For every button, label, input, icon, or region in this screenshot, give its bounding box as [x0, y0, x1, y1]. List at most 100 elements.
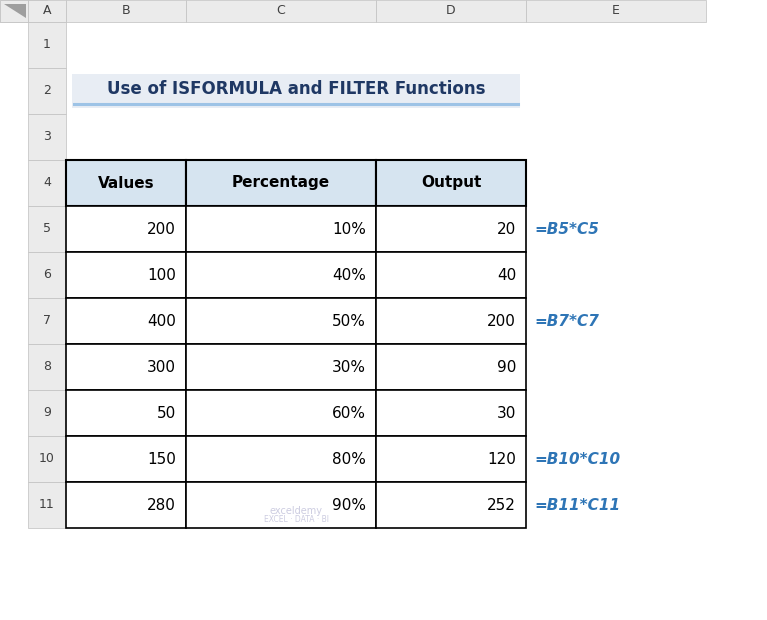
Bar	[66, 160, 186, 206]
Bar	[186, 390, 376, 436]
Text: 400: 400	[147, 314, 176, 329]
Text: EXCEL · DATA · BI: EXCEL · DATA · BI	[264, 515, 328, 524]
Bar	[66, 252, 186, 298]
Bar	[526, 0, 706, 22]
Text: 80%: 80%	[332, 451, 366, 466]
Text: 11: 11	[39, 498, 55, 511]
Text: Use of ISFORMULA and FILTER Functions: Use of ISFORMULA and FILTER Functions	[107, 80, 486, 98]
Text: 90%: 90%	[332, 497, 366, 513]
Bar	[376, 160, 526, 206]
Text: Output: Output	[421, 175, 481, 190]
Bar	[376, 344, 526, 390]
Bar	[186, 344, 376, 390]
Bar	[28, 298, 66, 344]
Bar	[72, 74, 520, 108]
Bar	[376, 252, 526, 298]
Bar	[66, 390, 186, 436]
Text: 7: 7	[43, 314, 51, 327]
Bar	[186, 298, 376, 344]
Bar	[186, 252, 376, 298]
Text: E: E	[612, 4, 620, 17]
Text: 2: 2	[43, 84, 51, 97]
Bar	[66, 298, 706, 344]
Text: =B11*C11: =B11*C11	[534, 497, 621, 513]
Bar	[66, 0, 186, 22]
Bar	[28, 114, 66, 160]
Bar	[66, 482, 186, 528]
Text: 90: 90	[496, 360, 516, 374]
Bar	[376, 390, 526, 436]
Bar	[66, 22, 706, 68]
Bar	[66, 344, 186, 390]
Bar	[28, 0, 66, 22]
Bar	[28, 206, 66, 252]
Text: 200: 200	[147, 221, 176, 236]
Text: 150: 150	[147, 451, 176, 466]
Text: 8: 8	[43, 360, 51, 373]
Text: 120: 120	[487, 451, 516, 466]
Text: 200: 200	[487, 314, 516, 329]
Bar	[186, 206, 376, 252]
Bar	[376, 482, 526, 528]
Text: 20: 20	[497, 221, 516, 236]
Text: 40%: 40%	[332, 267, 366, 283]
Text: =B7*C7: =B7*C7	[534, 314, 599, 329]
Bar	[66, 436, 186, 482]
Bar	[376, 0, 526, 22]
Text: 6: 6	[43, 268, 51, 281]
Bar	[0, 0, 47, 22]
Bar	[66, 206, 706, 252]
Bar	[186, 436, 376, 482]
Text: Percentage: Percentage	[232, 175, 330, 190]
Text: B: B	[122, 4, 130, 17]
Bar	[66, 206, 186, 252]
Text: 50: 50	[156, 405, 176, 420]
Bar	[376, 436, 526, 482]
Text: =B10*C10: =B10*C10	[534, 451, 621, 466]
Bar	[66, 390, 706, 436]
Text: 30: 30	[496, 405, 516, 420]
Text: 4: 4	[43, 177, 51, 190]
Polygon shape	[4, 4, 26, 18]
Text: 10: 10	[39, 453, 55, 466]
Bar	[28, 22, 66, 68]
Bar	[186, 160, 376, 206]
Bar	[376, 206, 526, 252]
Text: D: D	[446, 4, 456, 17]
Bar	[28, 390, 66, 436]
Bar	[66, 114, 706, 160]
Text: 300: 300	[147, 360, 176, 374]
Text: 10%: 10%	[332, 221, 366, 236]
Text: 100: 100	[147, 267, 176, 283]
Text: 280: 280	[147, 497, 176, 513]
Bar	[66, 252, 706, 298]
Text: =B5*C5: =B5*C5	[534, 221, 599, 236]
Text: exceldemy: exceldemy	[269, 505, 322, 515]
Bar	[0, 0, 28, 22]
Text: 9: 9	[43, 407, 51, 420]
Bar	[376, 298, 526, 344]
Bar	[66, 298, 186, 344]
Text: 50%: 50%	[332, 314, 366, 329]
Text: 252: 252	[487, 497, 516, 513]
Bar	[28, 482, 66, 528]
Bar	[66, 68, 706, 114]
Text: A: A	[43, 4, 51, 17]
Text: 60%: 60%	[332, 405, 366, 420]
Bar	[28, 160, 66, 206]
Text: C: C	[277, 4, 285, 17]
Text: Values: Values	[97, 175, 154, 190]
Text: 30%: 30%	[332, 360, 366, 374]
Text: 40: 40	[497, 267, 516, 283]
Bar	[28, 252, 66, 298]
Bar	[66, 160, 706, 206]
Bar	[186, 482, 376, 528]
Bar	[28, 344, 66, 390]
Text: 3: 3	[43, 130, 51, 143]
Bar	[28, 68, 66, 114]
Text: 1: 1	[43, 38, 51, 51]
Bar	[186, 0, 376, 22]
Bar	[66, 344, 706, 390]
Bar	[66, 482, 706, 528]
Bar	[28, 436, 66, 482]
